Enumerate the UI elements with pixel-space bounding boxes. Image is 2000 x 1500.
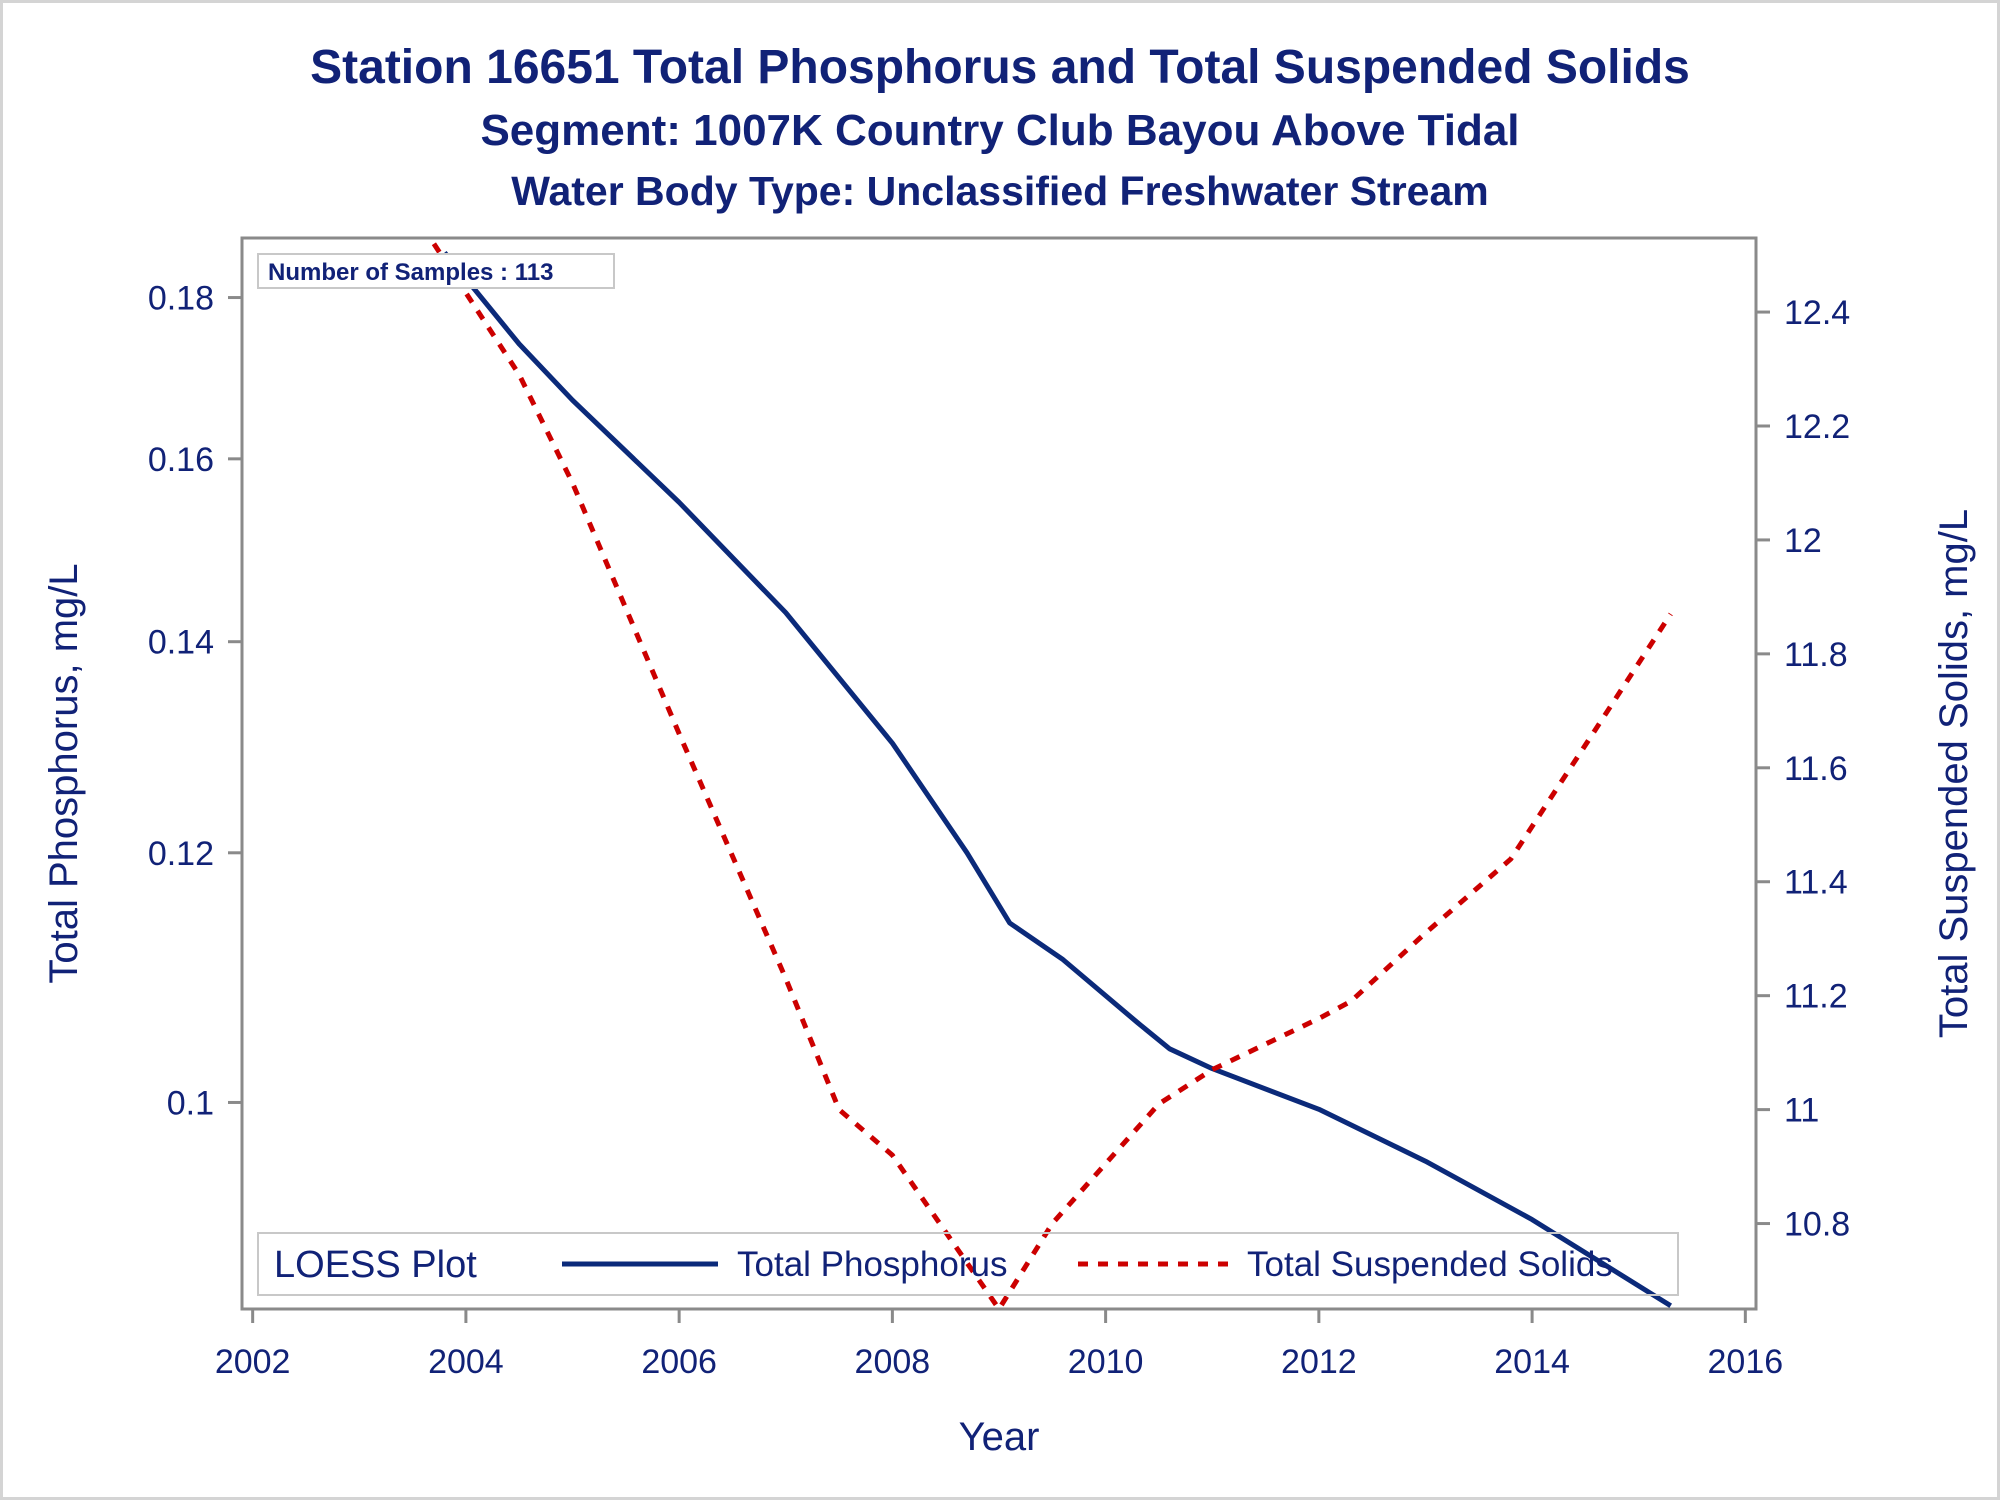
sample-count-box: Number of Samples : 113 (257, 253, 615, 289)
y2-tick-label: 11.2 (1784, 978, 1848, 1016)
x-tick-label: 2002 (215, 1343, 291, 1381)
y2-tick-label: 12.4 (1784, 294, 1850, 332)
y-tick-label: 0.16 (148, 441, 214, 479)
x-tick-label: 2014 (1494, 1343, 1570, 1381)
y-tick-label: 0.14 (148, 624, 214, 662)
x-tick-label: 2008 (855, 1343, 931, 1381)
y-tick-label: 0.12 (148, 835, 214, 873)
phosphorus-series-line (442, 251, 1673, 1308)
y-axis-left: 0.1 0.12 0.14 0.16 0.18 Total Phosphorus, mg/… (42, 280, 242, 1122)
plot-area-frame (240, 236, 1758, 1311)
legend: LOESS Plot Total Phosphorus Total Suspen… (257, 1232, 1679, 1296)
chart-subtitle-water-body: Water Body Type: Unclassified Freshwater… (511, 168, 1489, 214)
x-axis: 2002 2004 2006 2008 2010 2012 2014 2016 Year (215, 1309, 1783, 1459)
x-tick-label: 2016 (1708, 1343, 1784, 1381)
y2-tick-label: 11.4 (1784, 864, 1848, 902)
sample-count-label: Number of Samples : 113 (268, 259, 553, 286)
y-tick-label: 0.18 (148, 280, 214, 318)
x-tick-label: 2012 (1281, 1343, 1357, 1381)
legend-label-phosphorus: Total Phosphorus (737, 1245, 1007, 1284)
x-tick-label: 2010 (1068, 1343, 1144, 1381)
y2-tick-label: 10.8 (1784, 1206, 1850, 1244)
chart-subtitle-segment: Segment: 1007K Country Club Bayou Above … (480, 106, 1520, 155)
legend-title: LOESS Plot (274, 1244, 477, 1286)
legend-label-tss: Total Suspended Solids (1247, 1245, 1613, 1284)
tss-series-line (431, 242, 1673, 1312)
y2-tick-label: 12 (1784, 522, 1822, 560)
y2-tick-label: 11.6 (1784, 750, 1848, 788)
y-axis-label: Total Phosphorus, mg/L (42, 563, 86, 983)
y2-tick-label: 11.8 (1784, 636, 1848, 674)
x-axis-label: Year (959, 1415, 1040, 1459)
chart-title: Station 16651 Total Phosphorus and Total… (310, 41, 1690, 94)
series-group (431, 242, 1673, 1312)
y2-tick-label: 12.2 (1784, 408, 1850, 446)
y-axis-right: 10.8 11 11.2 11.4 11.6 11.8 12 12.2 12.4 Total Su… (1756, 294, 1976, 1244)
y2-tick-label: 11 (1784, 1092, 1819, 1130)
x-tick-label: 2006 (641, 1343, 717, 1381)
y2-axis-label: Total Suspended Solids, mg/L (1932, 509, 1976, 1038)
y-tick-label: 0.1 (167, 1084, 214, 1122)
x-tick-label: 2004 (428, 1343, 504, 1381)
